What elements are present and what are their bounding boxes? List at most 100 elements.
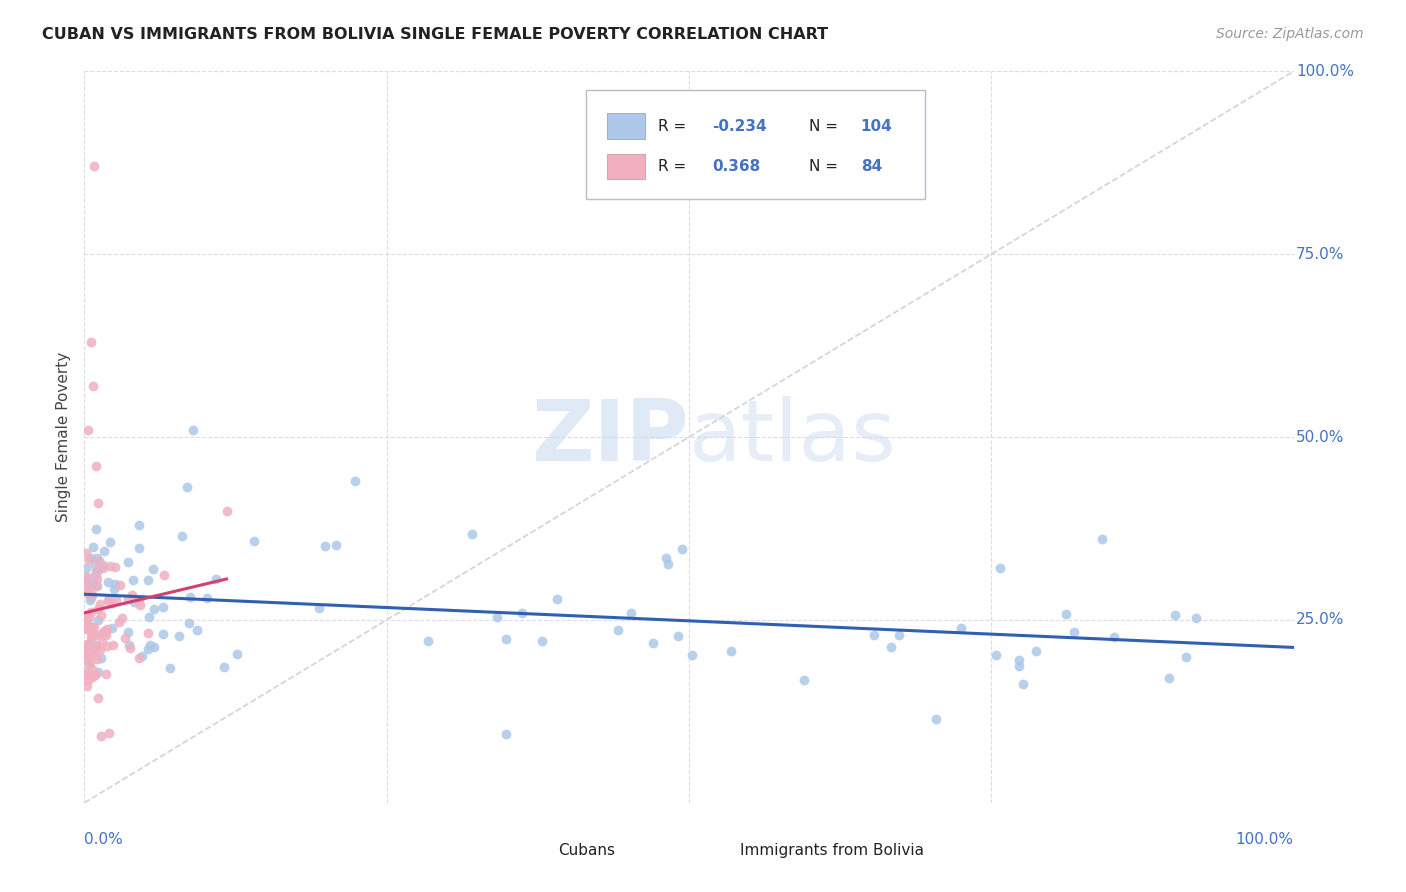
Point <box>84 638 107 652</box>
Point <box>117 555 139 569</box>
Point <box>1008 653 1031 667</box>
Text: N =: N = <box>808 159 842 174</box>
Point <box>75 571 97 585</box>
Point <box>308 600 330 615</box>
Point <box>105 592 128 607</box>
FancyBboxPatch shape <box>520 843 550 862</box>
Point <box>988 561 1011 575</box>
Point <box>75 623 97 637</box>
Point <box>77 576 100 591</box>
Point <box>1185 611 1208 625</box>
Point <box>143 602 166 616</box>
Point <box>461 526 484 541</box>
Point <box>531 634 554 648</box>
Point <box>89 554 111 568</box>
Point <box>138 609 160 624</box>
Point <box>89 643 111 657</box>
Text: 84: 84 <box>860 159 882 174</box>
Point <box>86 572 108 586</box>
Text: 50.0%: 50.0% <box>1296 430 1344 444</box>
Point <box>176 480 198 494</box>
Point <box>90 627 112 641</box>
Point <box>170 529 193 543</box>
Point <box>1063 624 1085 639</box>
Point <box>93 544 115 558</box>
Point <box>96 627 118 641</box>
Point <box>90 608 112 623</box>
Point <box>128 541 150 555</box>
Point <box>793 673 815 687</box>
Point <box>75 546 97 560</box>
Point <box>128 518 150 533</box>
Point <box>96 640 118 654</box>
Text: 100.0%: 100.0% <box>1236 832 1294 847</box>
Point <box>82 576 104 591</box>
Point <box>82 630 104 644</box>
Point <box>657 557 679 571</box>
Point <box>681 648 703 662</box>
Point <box>80 630 103 644</box>
Text: Cubans: Cubans <box>558 843 616 858</box>
Point <box>76 664 98 678</box>
Point <box>87 665 110 679</box>
Point <box>101 621 124 635</box>
Text: 104: 104 <box>860 119 893 134</box>
Point <box>620 607 643 621</box>
Text: N =: N = <box>808 119 842 134</box>
Point <box>101 638 124 652</box>
Point <box>82 588 104 602</box>
Point <box>76 570 98 584</box>
Text: 0.368: 0.368 <box>711 159 761 174</box>
Point <box>325 538 347 552</box>
Point <box>86 566 108 580</box>
Point <box>641 636 664 650</box>
Point <box>86 579 108 593</box>
Point <box>226 647 249 661</box>
Text: ZIP: ZIP <box>531 395 689 479</box>
Text: R =: R = <box>658 119 690 134</box>
Point <box>671 542 693 557</box>
Point <box>84 567 107 582</box>
Point <box>90 729 112 743</box>
Point <box>83 645 105 659</box>
Point <box>122 573 145 587</box>
Point <box>212 660 235 674</box>
Point <box>80 625 103 640</box>
Point <box>75 653 97 667</box>
Point <box>76 679 98 693</box>
Point <box>79 655 101 669</box>
Point <box>152 600 174 615</box>
Point <box>84 522 107 536</box>
Point <box>117 591 139 606</box>
Point <box>103 582 125 597</box>
Point <box>90 651 112 665</box>
Point <box>87 496 110 510</box>
Point <box>1157 671 1180 685</box>
Point <box>186 623 208 637</box>
Point <box>86 652 108 666</box>
Point <box>986 648 1008 663</box>
Point <box>93 624 115 638</box>
Point <box>77 657 100 671</box>
Point <box>98 725 121 739</box>
Point <box>863 628 886 642</box>
Point <box>80 662 103 676</box>
Point <box>606 623 628 637</box>
Point <box>84 628 107 642</box>
Point <box>79 647 101 661</box>
Point <box>654 551 676 566</box>
Point <box>177 615 200 630</box>
Point <box>104 559 127 574</box>
Point <box>118 638 141 652</box>
Point <box>75 643 97 657</box>
Point <box>77 583 100 598</box>
Point <box>107 615 129 630</box>
Y-axis label: Single Female Poverty: Single Female Poverty <box>56 352 72 522</box>
Point <box>666 629 689 643</box>
Point <box>83 668 105 682</box>
Point <box>1091 533 1114 547</box>
Point <box>83 642 105 657</box>
Point <box>512 606 534 620</box>
Point <box>87 613 110 627</box>
Point <box>80 670 103 684</box>
